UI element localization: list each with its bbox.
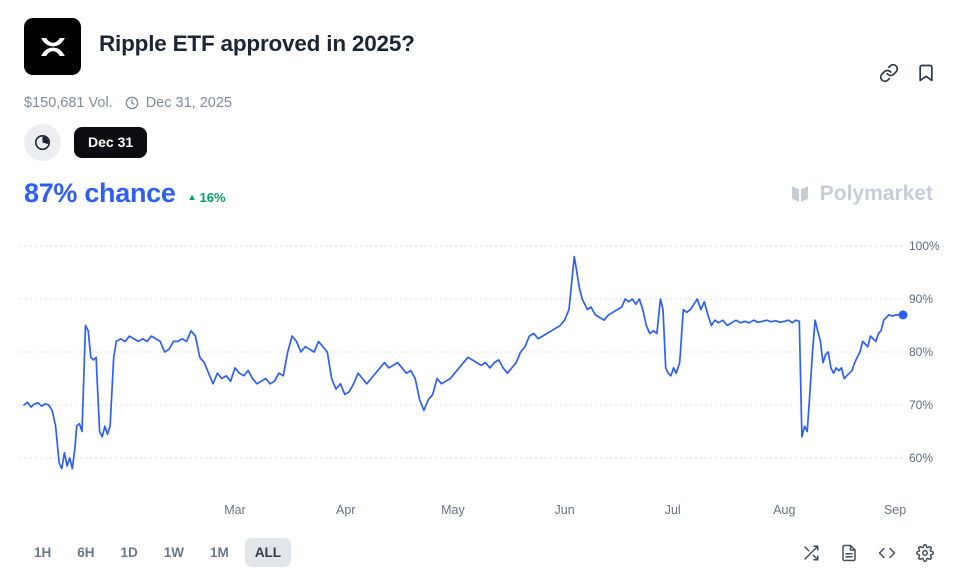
news-button[interactable] xyxy=(840,544,858,562)
time-range-selector: 1H 6H 1D 1W 1M ALL xyxy=(24,538,292,567)
chance-change: ▲ 16% xyxy=(188,190,226,205)
outcome-controls: Dec 31 xyxy=(24,123,148,161)
x-axis-label: May xyxy=(441,503,465,517)
shuffle-icon xyxy=(804,545,819,560)
arrow-up-icon: ▲ xyxy=(187,191,197,202)
clock-pie-icon xyxy=(34,134,51,150)
bookmark-icon xyxy=(919,64,933,82)
x-axis-label: Sep xyxy=(884,503,906,517)
polymarket-watermark: Polymarket xyxy=(788,182,933,206)
y-axis-label: 90% xyxy=(909,292,933,306)
x-axis-label: Apr xyxy=(336,503,355,517)
chance-value: 87% chance xyxy=(24,178,176,208)
market-meta: $150,681 Vol. Dec 31, 2025 xyxy=(24,95,232,111)
market-title: Ripple ETF approved in 2025? xyxy=(99,31,415,56)
polymarket-logo-icon xyxy=(791,185,808,202)
chart-toolbar: 1H 6H 1D 1W 1M ALL xyxy=(24,538,934,567)
document-icon xyxy=(842,544,856,561)
range-1d-button[interactable]: 1D xyxy=(111,538,148,567)
y-axis-label: 70% xyxy=(909,398,933,412)
range-all-button[interactable]: ALL xyxy=(244,538,292,567)
outcome-pill-dec31[interactable]: Dec 31 xyxy=(74,126,148,158)
xrp-logo-icon xyxy=(40,37,65,56)
timeframe-toggle-button[interactable] xyxy=(24,123,61,161)
link-icon xyxy=(879,63,899,83)
compare-button[interactable] xyxy=(802,544,820,562)
y-axis-label: 60% xyxy=(909,451,933,465)
x-axis-label: Jul xyxy=(665,503,681,517)
gear-icon xyxy=(916,543,934,562)
range-6h-button[interactable]: 6H xyxy=(67,538,104,567)
x-axis-label: Jun xyxy=(555,503,575,517)
current-value-dot xyxy=(898,310,908,320)
copy-link-button[interactable] xyxy=(879,63,899,83)
y-axis-label: 100% xyxy=(909,239,940,253)
polymarket-watermark-label: Polymarket xyxy=(819,181,933,205)
chance-change-value: 16% xyxy=(199,189,226,205)
settings-button[interactable] xyxy=(916,543,934,562)
y-axis-label: 80% xyxy=(909,345,933,359)
range-1m-button[interactable]: 1M xyxy=(200,538,239,567)
range-1h-button[interactable]: 1H xyxy=(24,538,61,567)
code-icon xyxy=(878,547,896,558)
x-axis-label: Mar xyxy=(224,503,246,517)
market-icon xyxy=(24,18,81,75)
x-axis-label: Aug xyxy=(773,503,795,517)
bookmark-button[interactable] xyxy=(916,63,936,83)
chance-row: 87% chance ▲ 16% Polymarket xyxy=(24,178,933,209)
clock-icon xyxy=(124,95,140,111)
range-1w-button[interactable]: 1W xyxy=(154,538,194,567)
volume-label: $150,681 Vol. xyxy=(24,95,113,111)
price-chart[interactable]: 100% 90% 80% 70% 60% Mar Apr May Jun Jul Aug Sep xyxy=(0,230,957,525)
chance-line-series xyxy=(23,255,904,470)
embed-button[interactable] xyxy=(878,544,896,562)
chart-tools xyxy=(802,543,934,562)
end-date-label: Dec 31, 2025 xyxy=(145,95,232,111)
